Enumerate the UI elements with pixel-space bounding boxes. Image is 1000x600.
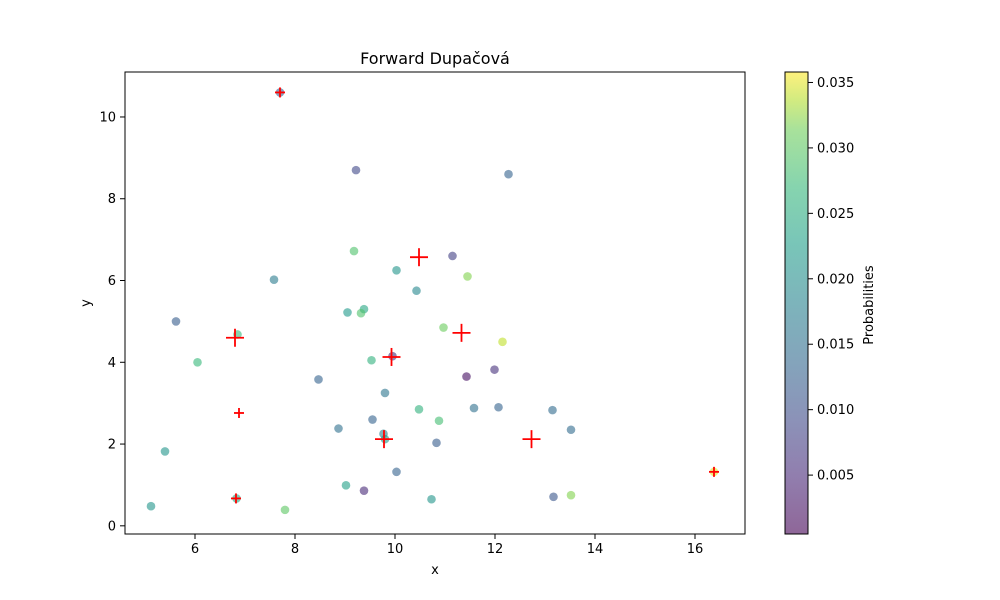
data-point	[351, 165, 361, 175]
data-point	[343, 308, 352, 317]
y-tick-label: 2	[108, 438, 116, 453]
data-point	[439, 323, 448, 332]
data-point	[504, 169, 513, 179]
data-point	[334, 424, 343, 433]
data-point	[356, 308, 366, 318]
data-point	[367, 355, 376, 365]
x-tick-label: 16	[687, 542, 704, 557]
colorbar-tick-label: 0.025	[817, 207, 854, 222]
data-point	[269, 275, 279, 284]
red-cross-marker	[275, 87, 285, 98]
y-tick-label: 4	[108, 356, 116, 371]
data-point	[412, 286, 421, 296]
data-point	[368, 415, 377, 424]
data-point	[392, 467, 401, 477]
x-tick-label: 6	[191, 542, 199, 557]
colorbar-ticks: 0.005 0.010 0.015 0.020 0.025 0.030 0.035	[808, 76, 854, 484]
red-cross-marker	[410, 248, 428, 267]
data-point	[490, 365, 499, 374]
data-point	[549, 492, 558, 502]
data-point	[434, 416, 444, 426]
plot-area	[146, 87, 719, 515]
x-tick-label: 12	[487, 542, 504, 557]
data-point	[359, 486, 369, 495]
red-cross-marker	[709, 466, 719, 477]
data-point	[463, 272, 472, 281]
data-point	[280, 505, 290, 515]
colorbar-frame	[784, 71, 809, 535]
colorbar-tick-label: 0.035	[817, 76, 854, 91]
data-point	[427, 494, 436, 504]
colorbar	[785, 72, 808, 534]
data-point	[494, 402, 503, 412]
y-tick-label: 10	[99, 110, 116, 125]
y-axis-label: y	[79, 299, 94, 307]
data-point	[349, 246, 359, 256]
data-point	[448, 251, 457, 261]
colorbar-tick-label: 0.020	[817, 272, 854, 287]
data-point	[469, 403, 479, 413]
y-axis-ticks: 0 2 4 6 8 10	[99, 110, 125, 534]
data-point	[432, 438, 441, 448]
y-tick-label: 6	[108, 274, 116, 289]
red-cross-marker	[234, 407, 244, 418]
data-point	[160, 447, 170, 456]
red-cross-marker	[231, 493, 241, 504]
colorbar-tick-label: 0.030	[817, 141, 854, 156]
colorbar-tick-label: 0.005	[817, 469, 854, 484]
data-point	[498, 337, 507, 347]
data-point	[566, 490, 576, 500]
x-axis-label: x	[431, 563, 439, 578]
colorbar-tick-label: 0.015	[817, 338, 854, 353]
data-point	[380, 388, 390, 398]
data-point	[392, 265, 401, 275]
red-cross-marker	[226, 328, 244, 347]
data-point	[462, 372, 471, 381]
colorbar-label: Probabilities	[862, 265, 877, 345]
data-point	[414, 405, 424, 414]
x-tick-label: 8	[291, 542, 299, 557]
colorbar-tick-label: 0.010	[817, 403, 854, 418]
data-point	[341, 481, 351, 490]
x-axis-ticks: 6 8 10 12 14 16	[191, 534, 703, 557]
y-tick-label: 0	[108, 519, 116, 534]
data-point	[548, 405, 557, 415]
data-point	[193, 357, 202, 367]
red-cross-marker	[452, 323, 471, 342]
x-tick-label: 14	[587, 542, 604, 557]
red-cross-marker	[522, 430, 541, 449]
chart-title: Forward Dupačová	[360, 49, 510, 68]
red-cross-marker	[375, 430, 393, 449]
data-point	[314, 375, 323, 384]
data-point	[146, 501, 156, 511]
red-cross-marker	[382, 347, 401, 366]
plot-frame	[124, 71, 746, 535]
y-tick-label: 8	[108, 192, 116, 207]
data-point	[566, 425, 576, 435]
data-point	[171, 317, 181, 326]
x-tick-label: 10	[387, 542, 404, 557]
